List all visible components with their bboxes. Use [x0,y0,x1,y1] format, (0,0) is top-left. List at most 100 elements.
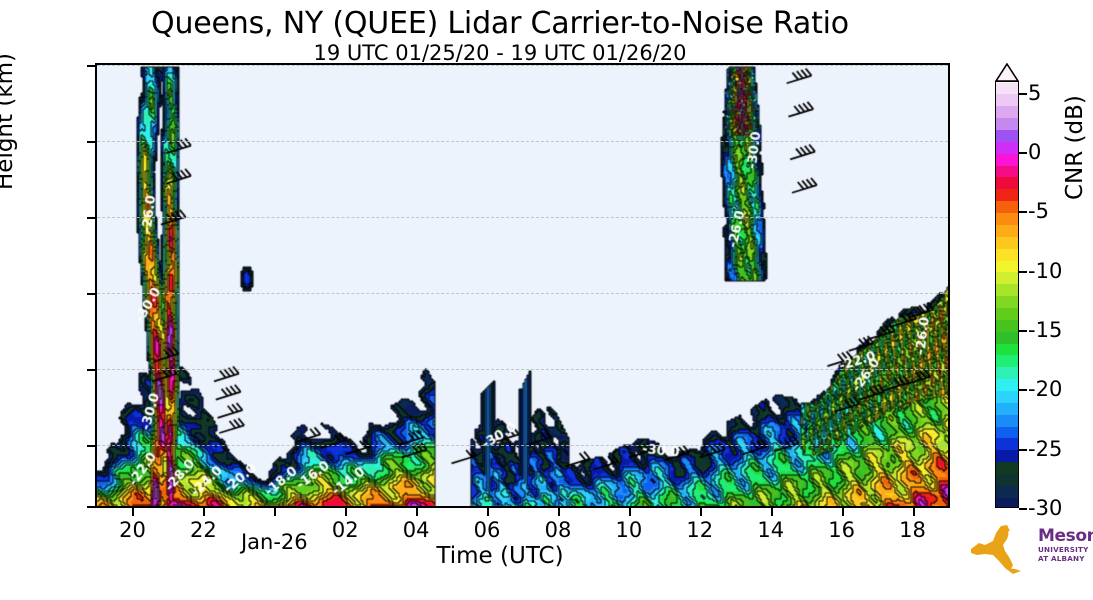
colorbar-tick-label: -30 [1028,496,1063,520]
colorbar-segment [996,354,1018,368]
colorbar-segment [996,414,1018,427]
colorbar-segment [996,378,1018,391]
y-axis-label: Height (km) [0,52,18,190]
colorbar-segment [996,188,1018,202]
colorbar-tick-label: -5 [1028,199,1049,224]
colorbar-segment [996,82,1018,95]
colorbar-segment [996,342,1018,356]
colorbar-segment [996,295,1018,308]
plot-area [95,63,950,508]
colorbar-label: CNR (dB) [1062,95,1088,200]
x-tick-mark [203,508,206,516]
x-tick-mark [841,508,844,516]
x-tick-mark [628,508,631,516]
colorbar-tick-mark [1019,508,1027,510]
x-tick-mark [557,508,560,516]
chart-title: Queens, NY (QUEE) Lidar Carrier-to-Noise… [151,6,849,41]
colorbar-segment [996,200,1018,214]
x-tick-label: 10 [615,518,643,542]
x-tick-mark [770,508,773,516]
x-tick-label: 02 [331,518,359,542]
gridline [97,141,948,143]
colorbar-segment [996,212,1018,225]
x-tick-label: 08 [544,518,572,542]
colorbar-segment [996,82,1018,83]
logo-nys-text: NYS [1007,528,1041,546]
colorbar-segment [996,307,1018,320]
colorbar-segment [996,485,1018,498]
logo-university-text: UNIVERSITY AT ALBANY [1038,545,1089,563]
colorbar-segment [996,165,1018,178]
gridline [97,445,948,447]
colorbar-segment [996,390,1018,403]
colorbar-segment [996,248,1018,261]
colorbar-segment [996,271,1018,285]
x-tick-label: 20 [119,518,146,542]
colorbar-tick-mark [1019,152,1027,155]
x-tick-mark [912,508,915,516]
colorbar-tick-mark [1019,92,1027,95]
colorbar [995,63,1019,508]
y-tick-mark [87,141,95,144]
colorbar-segment [996,437,1018,451]
x-axis-label: Time (UTC) [436,543,564,569]
colorbar-segment [996,366,1018,380]
colorbar-segment [996,153,1018,166]
colorbar-tick-label: -20 [1028,377,1063,402]
x-tick-mark [345,508,348,516]
x-tick-label: 12 [686,518,714,542]
x-tick-mark [699,508,702,516]
colorbar-segment [996,141,1018,154]
x-tick-mark [487,508,490,516]
colorbar-gradient [995,81,1019,508]
colorbar-segment [996,497,1018,507]
x-tick-mark [274,508,277,516]
x-tick-label: 14 [757,518,785,542]
colorbar-segment [996,319,1018,332]
x-tick-label: Jan-26 [240,530,308,554]
colorbar-segment [996,461,1018,474]
colorbar-tick-label: 5 [1028,80,1042,105]
cnr-contour-canvas [97,65,948,506]
colorbar-extend-arrow [995,63,1019,82]
colorbar-tick-mark [1019,270,1027,273]
colorbar-segment [996,105,1018,119]
colorbar-tick-mark [1019,389,1027,392]
colorbar-tick-label: -15 [1028,318,1063,343]
y-tick-mark [87,445,95,448]
colorbar-tick-mark [1019,211,1027,214]
colorbar-segment [996,425,1018,439]
colorbar-tick-label: 0 [1028,140,1042,165]
chart-subtitle: 19 UTC 01/25/20 - 19 UTC 01/26/20 [313,41,687,65]
colorbar-segment [996,402,1018,415]
y-tick-mark [87,293,95,296]
colorbar-segment [996,176,1018,190]
colorbar-segment [996,449,1018,463]
colorbar-segment [996,236,1018,249]
x-tick-label: 18 [899,518,926,542]
gridline [97,369,948,371]
gridline [97,293,948,295]
new-york-state-shape [971,525,1013,571]
colorbar-segment [996,259,1018,273]
x-tick-mark [416,508,419,516]
gridline [97,65,948,66]
colorbar-segment [996,224,1018,237]
colorbar-segment [996,93,1018,107]
state-tail-swoosh [1005,568,1021,574]
colorbar-tick-label: -25 [1028,436,1063,461]
colorbar-tick-mark [1019,330,1027,333]
nys-mesonet-logo [971,525,1021,574]
y-tick-mark [87,217,95,220]
x-tick-label: 16 [828,518,855,542]
x-tick-label: 22 [190,518,217,542]
colorbar-segment [996,129,1018,142]
x-tick-label: 04 [402,518,430,542]
colorbar-segment [996,283,1018,297]
colorbar-segment [996,117,1018,131]
x-tick-label: 06 [473,518,501,542]
colorbar-segment [996,331,1018,344]
colorbar-tick-label: -10 [1028,258,1063,283]
colorbar-tick-mark [1019,448,1027,451]
y-tick-mark [87,65,95,67]
